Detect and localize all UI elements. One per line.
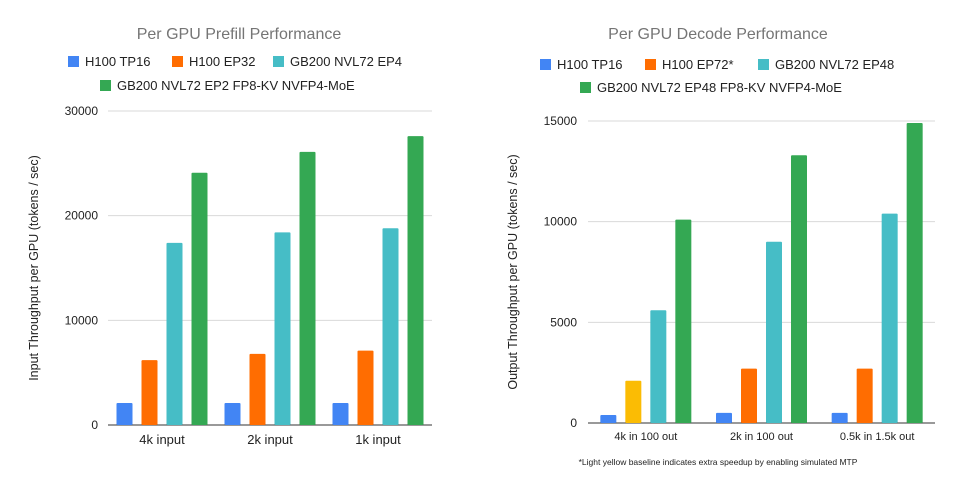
decode-gridlines — [588, 120, 935, 424]
prefill-legend-label-0: H100 TP16 — [85, 54, 151, 69]
decode-bar-2-3 — [906, 123, 923, 423]
decode-bar-0-2 — [650, 310, 667, 423]
prefill-bar-2-3 — [407, 136, 424, 425]
decode-y-axis-label: Output Throughput per GPU (tokens / sec) — [506, 154, 520, 389]
prefill-bar-0-3 — [191, 172, 208, 425]
decode-legend-label-0: H100 TP16 — [557, 57, 623, 72]
prefill-legend-swatch-0 — [68, 56, 79, 67]
decode-chart: Per GPU Decode Performance H100 TP16 H100… — [506, 26, 935, 467]
prefill-bar-2-1 — [357, 350, 374, 425]
decode-footnote: *Light yellow baseline indicates extra s… — [579, 457, 858, 467]
decode-bar-2-0 — [831, 412, 848, 423]
prefill-bar-0-1 — [141, 360, 158, 425]
prefill-chart: Per GPU Prefill Performance H100 TP16 H10… — [27, 26, 432, 447]
decode-legend-label-1: H100 EP72* — [662, 57, 734, 72]
prefill-bar-1-3 — [299, 151, 316, 425]
decode-y-tick-0: 0 — [570, 416, 577, 430]
prefill-legend-label-2: GB200 NVL72 EP4 — [290, 54, 402, 69]
decode-bar-0-3 — [675, 219, 692, 423]
decode-bar-1-3 — [791, 155, 807, 423]
decode-chart-title: Per GPU Decode Performance — [608, 26, 828, 43]
prefill-y-tick-2: 20000 — [65, 209, 99, 223]
prefill-bar-1-0 — [224, 403, 241, 425]
decode-bars — [600, 123, 923, 423]
decode-legend-swatch-1 — [645, 59, 656, 70]
decode-y-ticks: 0 5000 10000 15000 — [544, 114, 578, 430]
decode-legend-label-2: GB200 NVL72 EP48 — [775, 57, 894, 72]
prefill-y-tick-1: 10000 — [65, 313, 99, 327]
prefill-y-axis-label: Input Throughput per GPU (tokens / sec) — [27, 155, 41, 381]
decode-x-category-1: 2k in 100 out — [730, 431, 793, 443]
prefill-x-categories: 4k input 2k input 1k input — [139, 432, 401, 447]
decode-bar-0-1 — [625, 380, 642, 423]
prefill-x-category-0: 4k input — [139, 432, 185, 447]
decode-bar-2-2 — [881, 213, 898, 423]
decode-x-category-2: 0.5k in 1.5k out — [840, 431, 915, 443]
prefill-y-tick-0: 0 — [91, 418, 98, 432]
prefill-bars — [116, 136, 424, 425]
decode-x-category-0: 4k in 100 out — [614, 431, 677, 443]
prefill-legend-swatch-2 — [273, 56, 284, 67]
prefill-legend-swatch-1 — [172, 56, 183, 67]
decode-legend-swatch-0 — [540, 59, 551, 70]
prefill-bar-1-2 — [274, 232, 291, 425]
prefill-bar-2-2 — [382, 228, 399, 425]
decode-bar-1-2 — [766, 241, 782, 423]
decode-bar-1-0 — [716, 412, 732, 423]
decode-y-tick-2: 10000 — [544, 215, 578, 229]
prefill-legend-swatch-3 — [100, 80, 111, 91]
prefill-bar-1-1 — [249, 353, 266, 425]
decode-bar-1-1 — [741, 368, 757, 423]
prefill-bar-0-0 — [116, 403, 133, 425]
prefill-y-tick-3: 30000 — [65, 104, 99, 118]
decode-legend: H100 TP16 H100 EP72* GB200 NVL72 EP48 GB200… — [540, 57, 894, 95]
prefill-legend-label-1: H100 EP32 — [189, 54, 256, 69]
prefill-y-ticks: 0 10000 20000 30000 — [65, 104, 99, 432]
prefill-legend-label-3: GB200 NVL72 EP2 FP8-KV NVFP4-MoE — [117, 78, 355, 93]
prefill-bar-2-0 — [332, 403, 349, 425]
prefill-gridlines — [108, 110, 432, 426]
decode-y-tick-3: 15000 — [544, 114, 578, 128]
prefill-chart-title: Per GPU Prefill Performance — [137, 26, 342, 43]
prefill-legend: H100 TP16 H100 EP32 GB200 NVL72 EP4 GB200 N… — [68, 54, 402, 93]
decode-x-categories: 4k in 100 out 2k in 100 out 0.5k in 1.5k o… — [614, 431, 914, 443]
decode-bar-2-1 — [856, 368, 873, 423]
decode-bar-0-0 — [600, 414, 617, 423]
prefill-x-category-1: 2k input — [247, 432, 293, 447]
prefill-bar-0-2 — [166, 242, 183, 425]
decode-legend-swatch-3 — [580, 82, 591, 93]
decode-legend-swatch-2 — [758, 59, 769, 70]
prefill-x-category-2: 1k input — [355, 432, 401, 447]
decode-y-tick-1: 5000 — [550, 315, 577, 329]
decode-legend-label-3: GB200 NVL72 EP48 FP8-KV NVFP4-MoE — [597, 80, 842, 95]
